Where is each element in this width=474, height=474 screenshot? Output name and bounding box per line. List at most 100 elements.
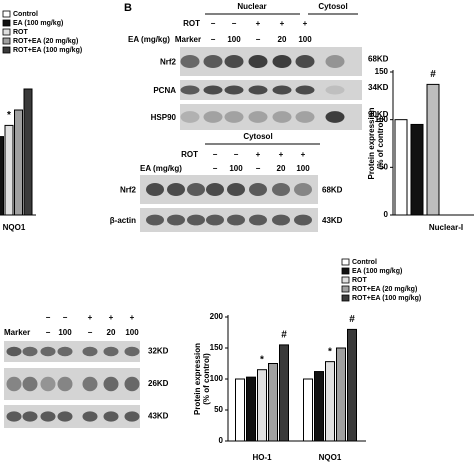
bar	[394, 119, 408, 216]
row-cell: +	[303, 19, 308, 28]
blot-band	[57, 376, 73, 392]
blot-band	[272, 111, 292, 123]
legend-label: ROT+EA (100 mg/kg)	[13, 47, 82, 54]
y-tick-label: 150	[375, 67, 389, 76]
row-cell: 100	[125, 328, 139, 337]
legend-label: ROT+EA (100 mg/kg)	[352, 295, 421, 302]
row-cell: +	[88, 313, 93, 322]
blot-band	[103, 376, 119, 392]
protein-label: β-actin	[110, 216, 136, 225]
blot-band	[124, 346, 140, 357]
blot-band	[248, 111, 268, 123]
row-cell: −	[256, 35, 261, 44]
blot-band	[325, 85, 345, 95]
row-cell: 20	[278, 35, 287, 44]
row-cell: 100	[298, 35, 312, 44]
blot-band	[272, 85, 292, 95]
size-label: 43KD	[148, 412, 169, 421]
blot-band	[187, 182, 205, 197]
bar	[303, 378, 313, 442]
group-label: Nuclear	[237, 2, 266, 11]
bar	[4, 124, 14, 216]
blot-band	[294, 214, 312, 226]
blot-band	[325, 111, 345, 123]
y-tick-label: 150	[210, 343, 224, 352]
row-label: EA (mg/kg)	[140, 164, 182, 173]
row-cell: +	[256, 150, 261, 159]
row-cell: 100	[227, 35, 241, 44]
y-tick-label: 100	[210, 374, 224, 383]
blot-band	[203, 111, 223, 123]
protein-label: PCNA	[153, 86, 176, 95]
legend-swatch	[2, 28, 11, 36]
x-tick-label: NQO1	[3, 223, 26, 232]
blot-band	[249, 214, 267, 226]
size-label: 68KD	[322, 186, 343, 195]
row-cell: +	[256, 19, 261, 28]
row-cell: −	[46, 328, 51, 337]
size-label: 43KD	[322, 216, 343, 225]
blot-band	[82, 411, 98, 422]
blot-band	[203, 54, 223, 69]
legend-label: ROT	[352, 277, 368, 284]
protein-label: HSP90	[151, 113, 177, 122]
row-cell: −	[232, 19, 237, 28]
blot-band	[294, 182, 312, 197]
row-cell: 20	[107, 328, 116, 337]
blot-band	[146, 182, 164, 197]
blot-band	[203, 85, 223, 95]
row-cell: −	[63, 313, 68, 322]
blot-band	[224, 54, 244, 69]
size-label: 68KD	[368, 55, 389, 64]
blot-band	[22, 411, 38, 422]
blot-band	[40, 411, 56, 422]
legend-swatch	[2, 37, 11, 45]
legend-swatch	[2, 10, 11, 18]
blot-band	[6, 411, 22, 422]
blot-band	[22, 376, 38, 392]
row-cell: 20	[277, 164, 286, 173]
blot-band	[180, 85, 200, 95]
blot-band	[103, 346, 119, 357]
group-label: Cytosol	[243, 132, 272, 141]
blot-band	[22, 346, 38, 357]
blot-band	[295, 111, 315, 123]
legend-swatch	[341, 285, 350, 293]
blot-band	[227, 214, 245, 226]
protein-label: Nrf2	[160, 58, 177, 67]
row-cell: −	[46, 313, 51, 322]
bar	[325, 361, 335, 442]
bar	[279, 344, 289, 442]
bar	[268, 363, 278, 442]
blot-band	[82, 376, 98, 392]
x-tick-label: NQO1	[319, 453, 342, 462]
legend-label: EA (100 mg/kg)	[352, 268, 402, 275]
row-cell: +	[280, 19, 285, 28]
blot-band	[295, 54, 315, 69]
blot-band	[224, 111, 244, 123]
legend-label: ROT+EA (20 mg/kg)	[352, 286, 417, 293]
significance-marker: *	[260, 354, 264, 365]
blot-band	[272, 54, 292, 69]
bar	[410, 123, 424, 216]
bar	[347, 328, 357, 442]
blot-band	[57, 411, 73, 422]
significance-marker: #	[349, 314, 355, 325]
blot-band	[103, 411, 119, 422]
legend-label: Control	[13, 11, 38, 18]
blot-band	[272, 214, 290, 226]
bar	[0, 136, 4, 216]
blot-band	[40, 376, 56, 392]
panel-label: B	[124, 2, 132, 14]
row-cell: −	[211, 19, 216, 28]
row-cell: +	[109, 313, 114, 322]
bar	[426, 83, 440, 216]
legend-swatch	[341, 276, 350, 284]
bar	[235, 378, 245, 442]
group-label: Cytosol	[318, 2, 347, 11]
blot-band	[180, 111, 200, 123]
blot-band	[167, 182, 185, 197]
significance-marker: #	[281, 330, 287, 341]
y-axis-label: (% of control)	[202, 353, 211, 405]
